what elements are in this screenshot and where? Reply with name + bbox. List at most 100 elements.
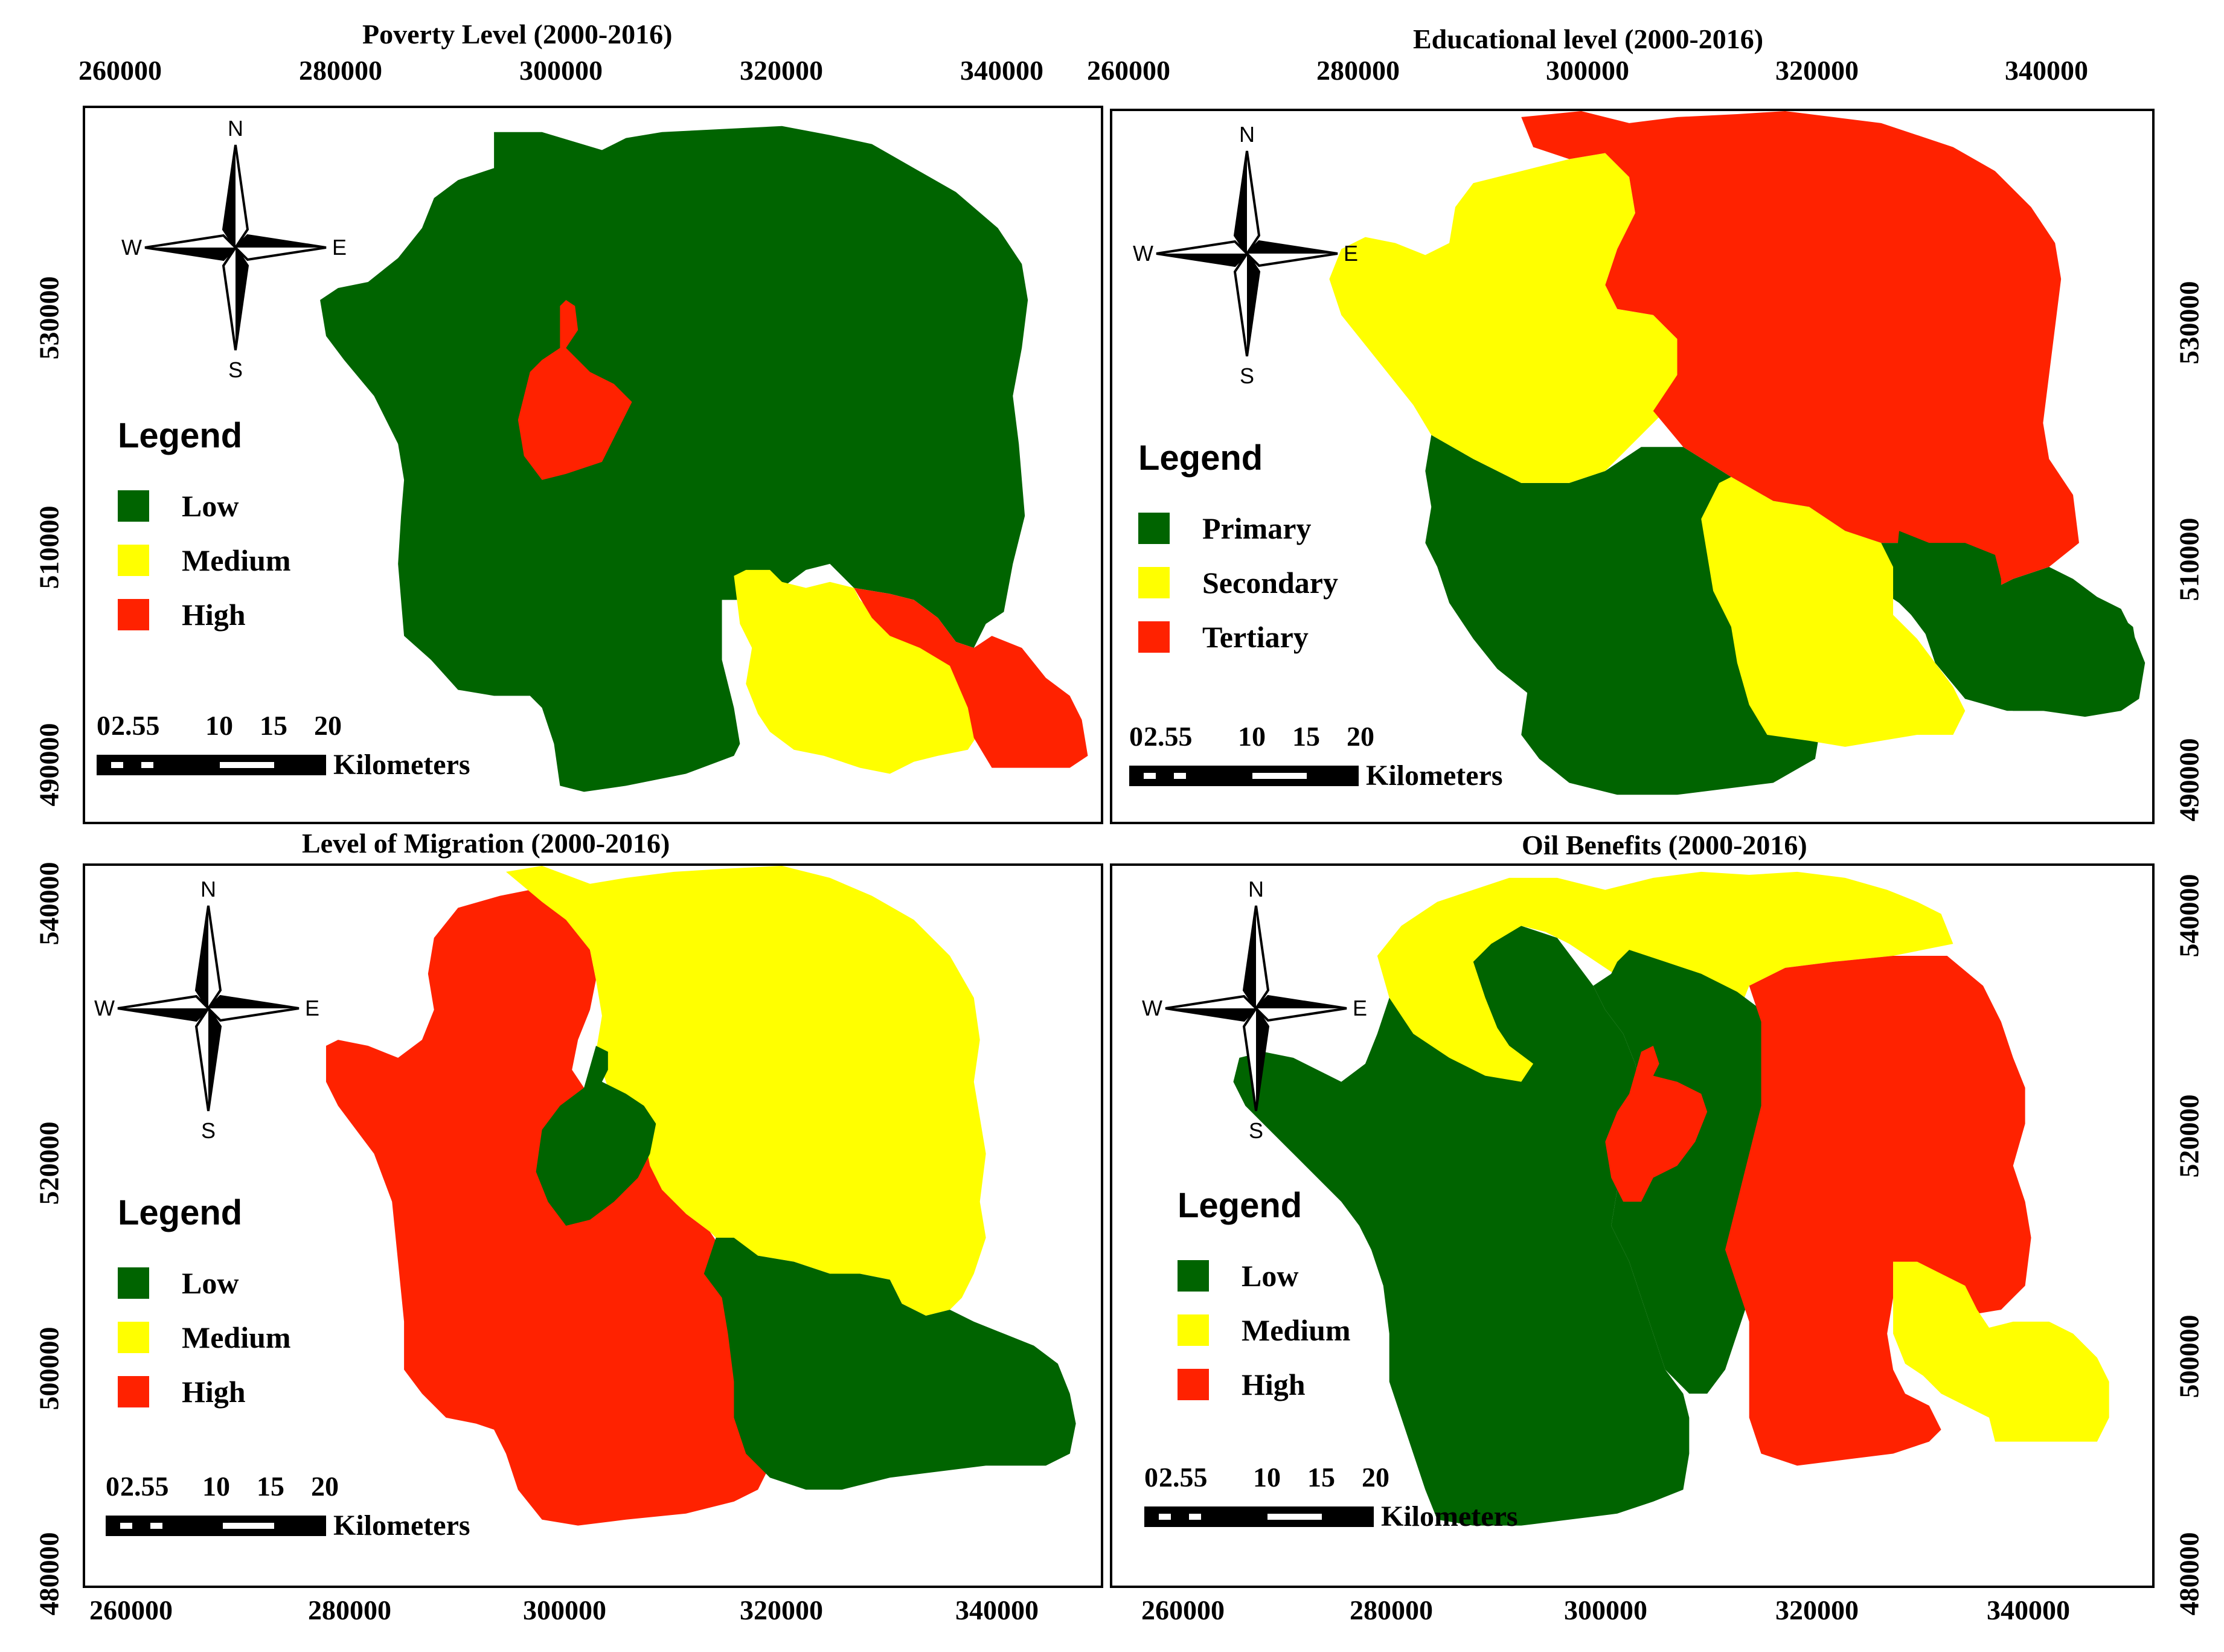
scale-unit: Kilometers (333, 1510, 470, 1542)
scale-label: 0 (1129, 721, 1143, 752)
region-high (1725, 956, 2031, 1466)
compass-w: W (121, 235, 142, 260)
x-tick: 340000 (960, 55, 1043, 86)
legend-item: High (118, 587, 291, 642)
y-tick: 530000 (2173, 281, 2205, 365)
compass-w: W (1133, 241, 1153, 266)
scale-label: 20 (1347, 721, 1374, 752)
region-medium (1893, 1261, 2109, 1442)
y-tick: 500000 (2173, 1314, 2205, 1398)
x-tick: 320000 (740, 55, 823, 86)
legend-item: Medium (1178, 1303, 1351, 1357)
legend-label: Tertiary (1202, 620, 1309, 654)
scale-label: 15 (1307, 1462, 1335, 1493)
region-low (703, 1237, 1076, 1490)
scale-label: 20 (311, 1471, 339, 1502)
legend-label: Low (182, 489, 239, 523)
legend-label: Medium (1242, 1313, 1351, 1347)
scale-graphic (1144, 1506, 1374, 1527)
x-tick: 260000 (89, 1595, 173, 1625)
scale-bar: 0 2.55 10 15 20 Kilometers (97, 709, 470, 781)
region-low (320, 126, 1028, 792)
legend-swatch (118, 1267, 149, 1299)
x-tick: 280000 (308, 1595, 391, 1625)
scale-graphic (1129, 765, 1359, 786)
scale-bar: 0 2.55 10 15 20 Kilometers (106, 1470, 470, 1542)
y-tick: 510000 (2173, 517, 2205, 601)
legend-oil: Legend Low Medium High (1178, 1185, 1351, 1412)
legend-label: Medium (182, 543, 291, 577)
region-medium (505, 866, 986, 1316)
x-tick: 260000 (1141, 1595, 1225, 1625)
scale-label: 15 (1292, 721, 1320, 752)
y-tick: 480000 (33, 1532, 65, 1616)
legend-label: High (1242, 1368, 1306, 1401)
scale-label: 10 (1238, 721, 1266, 752)
education-map (1329, 111, 2145, 795)
compass-icon: N S W E (121, 116, 347, 382)
legend-migration: Legend Low Medium High (118, 1193, 291, 1419)
x-tick: 300000 (519, 55, 603, 86)
legend-swatch (118, 490, 149, 522)
compass-s: S (201, 1118, 216, 1143)
x-tick: 300000 (1564, 1595, 1647, 1625)
scale-label: 2.55 (1144, 721, 1193, 752)
legend-swatch (1138, 567, 1170, 598)
scale-labels: 0 2.55 10 15 20 (106, 1470, 470, 1506)
compass-w: W (1142, 996, 1162, 1020)
legend-item: Primary (1138, 501, 1338, 555)
region-medium (734, 569, 980, 774)
scale-labels: 0 2.55 10 15 20 (1144, 1461, 1518, 1497)
compass-icon: N S W E (1133, 122, 1358, 388)
region-secondary (1701, 476, 1966, 747)
x-tick: 340000 (1987, 1595, 2070, 1625)
y-tick: 500000 (33, 1327, 65, 1410)
compass-n: N (228, 116, 243, 141)
scale-label: 20 (1362, 1462, 1389, 1493)
legend-swatch (1138, 513, 1170, 544)
legend-label: Low (1242, 1259, 1299, 1293)
oil-map (1233, 871, 2109, 1526)
legend-title: Legend (1138, 438, 1263, 478)
x-tick: 280000 (299, 55, 382, 86)
scale-unit: Kilometers (333, 749, 470, 781)
map-panel-poverty (83, 106, 1103, 824)
y-tick: 480000 (2173, 1532, 2205, 1616)
y-tick: 490000 (2173, 738, 2205, 822)
x-tick: 340000 (2005, 55, 2088, 86)
compass-e: E (1353, 996, 1367, 1020)
legend-item: Low (118, 479, 291, 533)
y-tick: 520000 (2173, 1094, 2205, 1178)
legend-education: Legend Primary Secondary Tertiary (1138, 438, 1338, 664)
region-low (536, 1046, 656, 1226)
legend-label: Primary (1202, 511, 1312, 545)
compass-icon: N S W E (1142, 877, 1367, 1143)
compass-n: N (1248, 877, 1264, 901)
scale-bar: 0 2.55 10 15 20 Kilometers (1129, 720, 1503, 792)
legend-swatch (118, 599, 149, 630)
legend-item: Secondary (1138, 555, 1338, 610)
region-high (518, 299, 632, 480)
compass-n: N (1239, 122, 1255, 147)
y-tick: 520000 (33, 1121, 65, 1205)
y-tick: 540000 (33, 862, 65, 946)
compass-w: W (94, 996, 115, 1020)
scale-label: 0 (106, 1471, 120, 1502)
scale-label: 15 (260, 710, 287, 741)
legend-item: Low (1178, 1249, 1351, 1303)
legend-swatch (118, 1322, 149, 1353)
scale-unit: Kilometers (1381, 1500, 1518, 1532)
legend-label: Low (182, 1266, 239, 1300)
x-tick: 340000 (955, 1595, 1039, 1625)
region-high (854, 587, 1088, 768)
legend-item: Medium (118, 1310, 291, 1365)
x-tick: 320000 (740, 1595, 823, 1625)
scale-label: 10 (202, 1471, 230, 1502)
legend-label: Medium (182, 1321, 291, 1354)
legend-item: High (118, 1365, 291, 1419)
scale-label: 10 (205, 710, 233, 741)
x-tick: 300000 (1546, 55, 1629, 86)
scale-labels: 0 2.55 10 15 20 (97, 709, 470, 746)
region-tertiary (1521, 111, 2079, 591)
scale-label: 15 (257, 1471, 284, 1502)
